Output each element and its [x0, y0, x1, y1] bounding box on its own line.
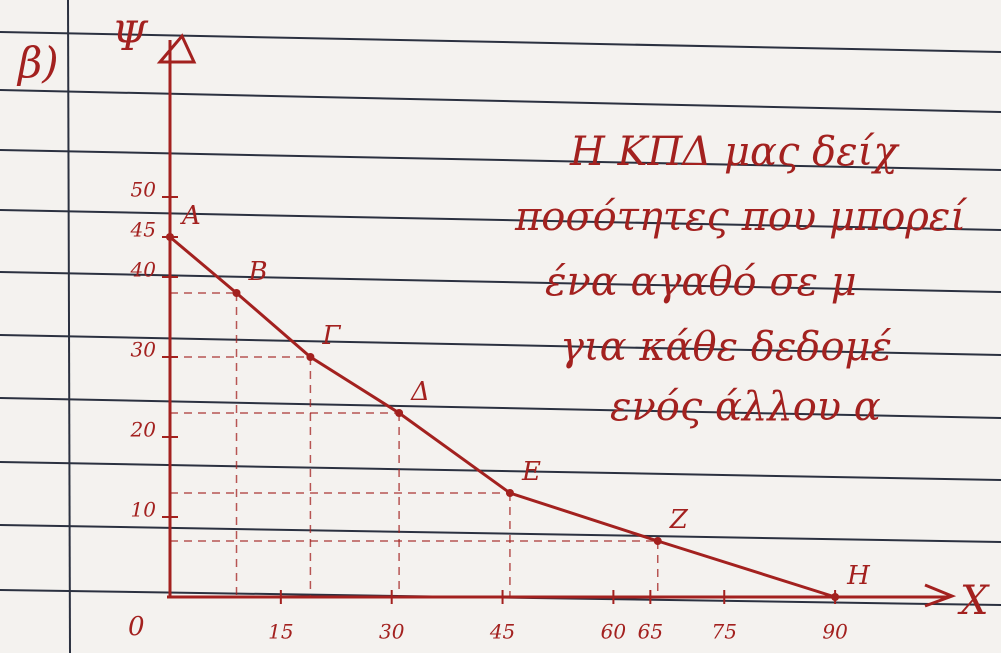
y-tick-label: 20: [130, 418, 157, 442]
point-label: Η: [846, 561, 871, 591]
point: [654, 537, 662, 545]
point: [166, 233, 174, 241]
point: [831, 593, 839, 601]
x-tick-label: 90: [822, 620, 848, 644]
y-tick-label: 10: [131, 498, 157, 522]
y-axis-label: Ψ: [112, 14, 149, 60]
point-label: A: [180, 201, 201, 231]
point-label: Ζ: [669, 505, 689, 535]
x-tick-label: 75: [712, 620, 737, 644]
point: [233, 289, 241, 297]
x-tick-label: 60: [601, 620, 627, 644]
note-line: ενός άλλου α: [610, 384, 881, 430]
point: [506, 489, 514, 497]
note-line: Η ΚΠΔ μας δείχ: [569, 129, 900, 175]
x-tick-label: 30: [379, 620, 405, 644]
note-line: ποσότητες που μπορεί: [514, 194, 968, 240]
point: [306, 353, 314, 361]
y-tick-label: 40: [130, 258, 157, 282]
x-tick-label: 15: [268, 620, 293, 644]
point-label: Ε: [521, 457, 541, 487]
page: β) Ψ X 0 Η ΚΠΔ μας δείχ ποσότητες που μπο…: [0, 0, 1001, 653]
x-axis-label: X: [957, 578, 990, 624]
part-label: β): [16, 38, 59, 87]
notebook-photo: β) Ψ X 0 Η ΚΠΔ μας δείχ ποσότητες που μπο…: [0, 0, 1001, 653]
origin-label: 0: [128, 612, 145, 642]
note-line: για κάθε δεδομέ: [560, 324, 892, 370]
point-label: B: [248, 257, 268, 287]
point-label: Γ: [321, 321, 341, 351]
point-label: Δ: [410, 377, 430, 407]
y-tick-label: 30: [131, 338, 157, 362]
y-tick-label: 50: [131, 178, 157, 202]
x-tick-label: 45: [489, 620, 515, 644]
note-line: ένα αγαθό σε μ: [545, 259, 857, 305]
x-tick-label: 65: [638, 620, 663, 644]
point: [395, 409, 403, 417]
y-tick-label: 45: [130, 218, 156, 242]
